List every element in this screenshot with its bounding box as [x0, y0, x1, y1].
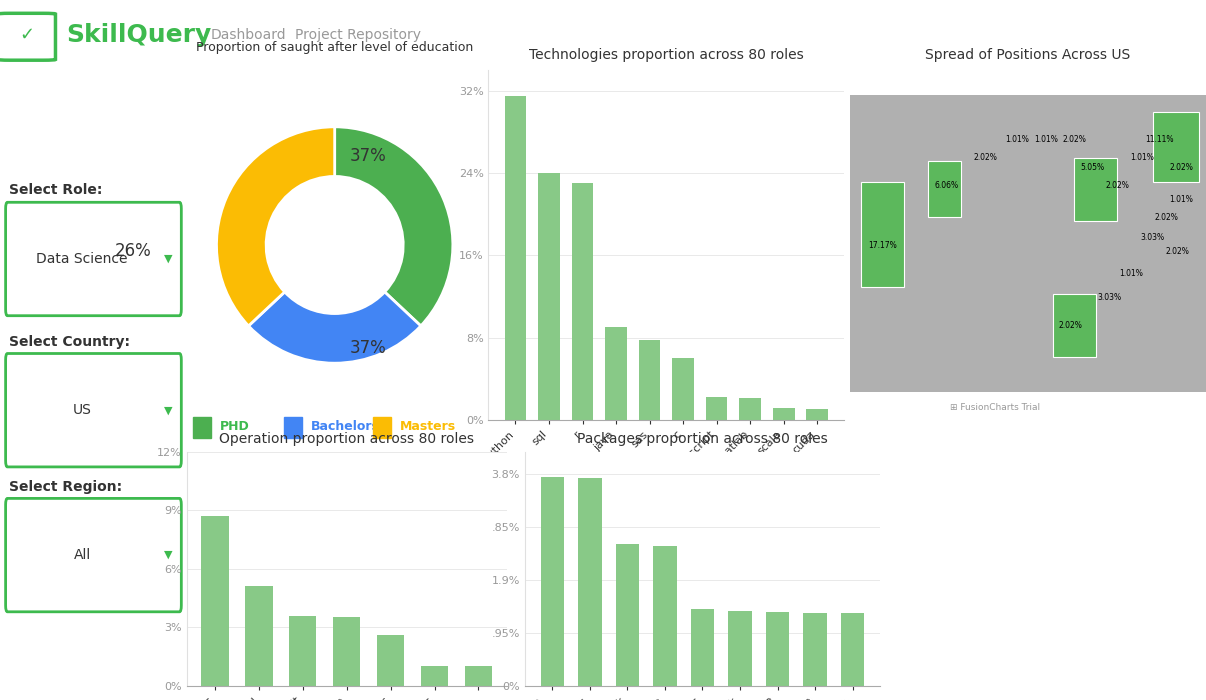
- Text: SkillQuery: SkillQuery: [66, 23, 211, 47]
- Text: Masters: Masters: [399, 420, 456, 433]
- Bar: [654, 547, 677, 686]
- Bar: [373, 416, 391, 438]
- Text: ▼: ▼: [164, 254, 172, 264]
- Text: Select Region:: Select Region:: [10, 480, 123, 494]
- Bar: [691, 609, 714, 686]
- Bar: [605, 328, 627, 420]
- Bar: [201, 516, 229, 686]
- Text: 11.11%: 11.11%: [1146, 136, 1173, 144]
- FancyBboxPatch shape: [6, 498, 181, 612]
- Bar: [1053, 294, 1096, 357]
- Text: 2.02%: 2.02%: [1155, 213, 1178, 221]
- FancyBboxPatch shape: [6, 202, 181, 316]
- Text: 1.01%: 1.01%: [1130, 153, 1154, 162]
- Bar: [540, 477, 564, 686]
- Text: Data Science: Data Science: [36, 252, 128, 266]
- Text: 1.01%: 1.01%: [1034, 136, 1058, 144]
- Bar: [289, 616, 316, 686]
- Text: 2.02%: 2.02%: [1062, 136, 1087, 144]
- Bar: [728, 610, 751, 686]
- Text: ⊞ FusionCharts Trial: ⊞ FusionCharts Trial: [950, 402, 1040, 412]
- Bar: [245, 587, 273, 686]
- Bar: [538, 173, 560, 420]
- Text: 6.06%: 6.06%: [935, 181, 959, 190]
- Bar: [672, 358, 693, 420]
- Text: US: US: [72, 403, 92, 417]
- Bar: [929, 161, 960, 217]
- Text: 37%: 37%: [350, 340, 386, 358]
- Bar: [616, 544, 639, 686]
- Text: ✓: ✓: [19, 26, 34, 44]
- Text: All: All: [74, 548, 90, 562]
- Bar: [739, 398, 761, 420]
- Text: ▼: ▼: [164, 550, 172, 560]
- Text: 1.01%: 1.01%: [1119, 269, 1143, 277]
- Text: 1.01%: 1.01%: [1006, 136, 1030, 144]
- Bar: [333, 617, 361, 686]
- Text: 37%: 37%: [350, 148, 386, 165]
- Wedge shape: [334, 127, 452, 326]
- Bar: [766, 612, 789, 686]
- Bar: [421, 666, 449, 686]
- Bar: [579, 478, 602, 686]
- Text: 26%: 26%: [115, 242, 152, 260]
- Text: 17.17%: 17.17%: [868, 241, 896, 249]
- Title: Proportion of saught after level of education: Proportion of saught after level of educ…: [197, 41, 473, 54]
- Title: Spread of Positions Across US: Spread of Positions Across US: [925, 48, 1131, 62]
- FancyBboxPatch shape: [0, 13, 55, 60]
- Bar: [572, 183, 593, 420]
- Bar: [1153, 112, 1199, 182]
- Title: Operation proportion across 80 roles: Operation proportion across 80 roles: [219, 432, 474, 446]
- Bar: [841, 613, 865, 686]
- Bar: [773, 407, 795, 420]
- Text: Select Country:: Select Country:: [10, 335, 130, 349]
- Bar: [706, 398, 727, 420]
- Text: Select Role:: Select Role:: [10, 183, 103, 197]
- Text: Bachelors: Bachelors: [311, 420, 380, 433]
- Title: Packages proportion across 80 roles: Packages proportion across 80 roles: [578, 432, 827, 446]
- Title: Technologies proportion across 80 roles: Technologies proportion across 80 roles: [529, 48, 803, 62]
- Text: 3.03%: 3.03%: [1097, 293, 1122, 302]
- Bar: [639, 340, 661, 420]
- Text: 5.05%: 5.05%: [1081, 164, 1105, 172]
- Bar: [1075, 158, 1117, 220]
- Bar: [193, 416, 211, 438]
- Bar: [850, 94, 1206, 392]
- Bar: [803, 613, 826, 686]
- Bar: [285, 416, 303, 438]
- Text: 2.02%: 2.02%: [1166, 248, 1189, 256]
- Bar: [464, 666, 492, 686]
- Text: 2.02%: 2.02%: [973, 153, 997, 162]
- Text: 2.02%: 2.02%: [1059, 321, 1083, 330]
- Text: 3.03%: 3.03%: [1141, 234, 1165, 242]
- Text: Project Repository: Project Repository: [295, 28, 421, 42]
- Wedge shape: [248, 292, 421, 363]
- Bar: [861, 182, 903, 287]
- Bar: [807, 409, 829, 420]
- Wedge shape: [217, 127, 335, 326]
- Text: 2.02%: 2.02%: [1105, 181, 1129, 190]
- Text: PHD: PHD: [219, 420, 250, 433]
- Text: 2.02%: 2.02%: [1169, 164, 1193, 172]
- FancyBboxPatch shape: [6, 354, 181, 467]
- Bar: [377, 635, 404, 686]
- Bar: [504, 96, 526, 420]
- Text: ▼: ▼: [164, 405, 172, 415]
- Text: 1.01%: 1.01%: [1169, 195, 1193, 204]
- Text: Dashboard: Dashboard: [211, 28, 287, 42]
